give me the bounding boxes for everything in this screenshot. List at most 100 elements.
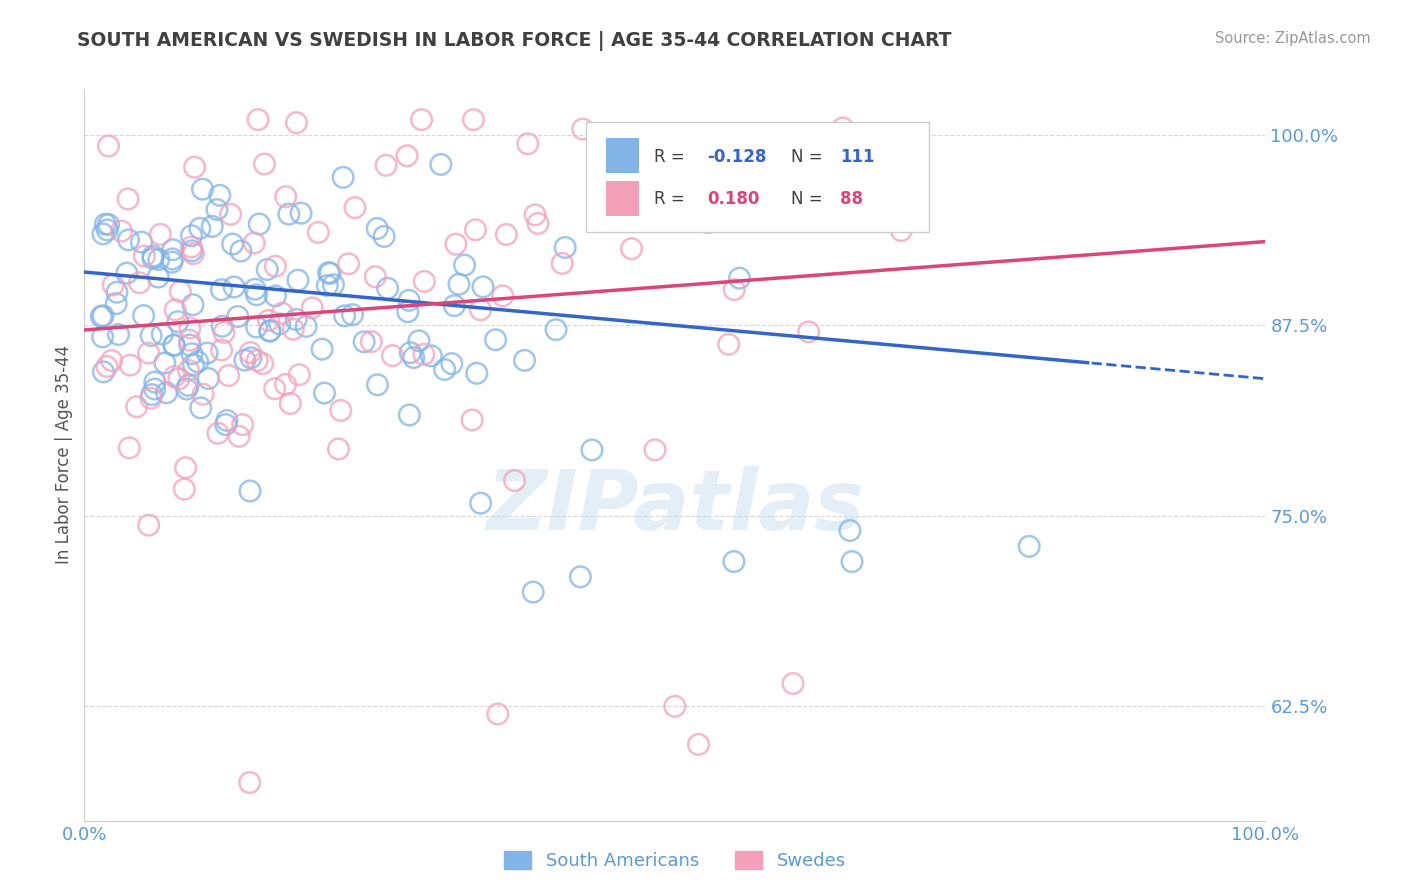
Point: [142, 249, 165, 263]
Point: [201, 219, 224, 234]
Point: [188, 221, 211, 235]
Point: [139, 328, 162, 343]
Point: [443, 299, 465, 313]
Point: [285, 116, 308, 130]
Point: [107, 327, 129, 342]
Point: [311, 342, 333, 356]
Point: [430, 157, 453, 171]
Point: [156, 385, 179, 400]
Point: [138, 346, 160, 360]
Point: [177, 378, 200, 392]
Point: [353, 334, 375, 349]
Point: [163, 338, 186, 352]
Point: [207, 426, 229, 441]
Point: [524, 208, 547, 222]
Point: [176, 382, 198, 396]
Text: R =: R =: [654, 190, 689, 208]
Point: [215, 417, 238, 432]
Point: [554, 240, 576, 254]
Point: [118, 441, 141, 455]
Point: [402, 351, 425, 365]
Point: [581, 442, 603, 457]
Point: [280, 396, 302, 410]
Point: [664, 699, 686, 714]
Point: [245, 288, 267, 302]
FancyBboxPatch shape: [606, 138, 640, 173]
Point: [811, 136, 834, 150]
Point: [332, 170, 354, 185]
Point: [444, 237, 467, 252]
Point: [128, 276, 150, 290]
Point: [522, 585, 544, 599]
Point: [470, 496, 492, 510]
Point: [399, 345, 422, 359]
Point: [728, 271, 751, 285]
Point: [319, 266, 342, 280]
Point: [644, 442, 666, 457]
Point: [212, 326, 235, 340]
Point: [527, 217, 550, 231]
Point: [329, 403, 352, 417]
Point: [115, 266, 138, 280]
Point: [117, 233, 139, 247]
Point: [141, 387, 163, 401]
Point: [187, 355, 209, 369]
Point: [343, 201, 366, 215]
Point: [838, 524, 860, 538]
Point: [125, 400, 148, 414]
Point: [247, 217, 270, 231]
Text: N =: N =: [790, 190, 828, 208]
Point: [259, 324, 281, 338]
FancyBboxPatch shape: [606, 181, 640, 217]
Point: [328, 442, 350, 456]
Point: [465, 367, 488, 381]
Point: [253, 157, 276, 171]
Point: [247, 112, 270, 127]
Point: [180, 228, 202, 243]
Point: [295, 319, 318, 334]
Point: [717, 337, 740, 351]
Point: [143, 375, 166, 389]
Point: [224, 280, 246, 294]
Point: [551, 256, 574, 270]
Point: [232, 417, 254, 432]
Point: [620, 242, 643, 256]
Point: [839, 191, 862, 205]
Point: [453, 258, 475, 272]
Point: [396, 304, 419, 318]
Point: [191, 387, 214, 401]
Point: [831, 120, 853, 135]
Text: 88: 88: [841, 190, 863, 208]
Point: [153, 356, 176, 370]
Point: [318, 266, 340, 280]
Text: ZIPatlas: ZIPatlas: [486, 466, 863, 547]
Point: [163, 369, 186, 384]
Point: [569, 570, 592, 584]
Point: [398, 293, 420, 308]
Point: [408, 334, 430, 348]
Point: [90, 310, 112, 324]
Point: [360, 334, 382, 349]
Point: [180, 240, 202, 254]
Text: SOUTH AMERICAN VS SWEDISH IN LABOR FORCE | AGE 35-44 CORRELATION CHART: SOUTH AMERICAN VS SWEDISH IN LABOR FORCE…: [77, 31, 952, 51]
Text: N =: N =: [790, 148, 828, 167]
Point: [495, 227, 517, 242]
Point: [252, 357, 274, 371]
Point: [287, 273, 309, 287]
Point: [160, 255, 183, 269]
Point: [412, 347, 434, 361]
Point: [233, 353, 256, 368]
Point: [688, 738, 710, 752]
Point: [447, 277, 470, 292]
Point: [277, 207, 299, 221]
Point: [472, 280, 495, 294]
Text: -0.128: -0.128: [707, 148, 766, 167]
Point: [333, 309, 356, 323]
Point: [274, 377, 297, 392]
Text: Source: ZipAtlas.com: Source: ZipAtlas.com: [1215, 31, 1371, 46]
Point: [290, 206, 312, 220]
Point: [271, 306, 294, 320]
Point: [283, 322, 305, 336]
Text: 0.180: 0.180: [707, 190, 759, 208]
Point: [503, 474, 526, 488]
